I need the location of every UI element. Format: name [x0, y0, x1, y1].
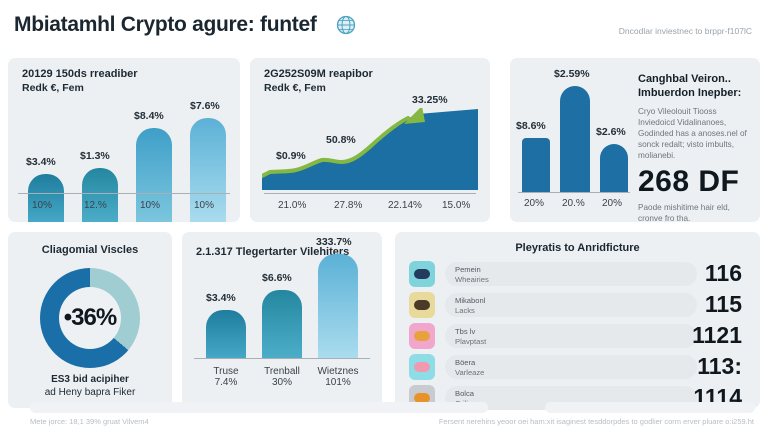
- bar: [28, 174, 64, 222]
- bar-value: $3.4%: [206, 292, 236, 304]
- veiron-heading-line1: Canghbal Veiron..: [638, 73, 731, 85]
- arrow-up-icon: [404, 108, 425, 124]
- page-title-part1: Mbiatamhl: [14, 13, 116, 36]
- decorative-bar: [30, 402, 488, 413]
- footer-note-right: Fersent nerehins yeoor oei ham:xit isagi…: [438, 417, 754, 426]
- globe-icon: [336, 15, 356, 35]
- donut-center-value: •36%: [63, 304, 117, 331]
- x-tick: 22.14%: [388, 200, 422, 211]
- list-item-label: Pemein Wheairies: [445, 262, 697, 286]
- panel-veiron: $8.6% $2.59% $2.6% 20% 20.% 20% Canghbal…: [510, 58, 760, 223]
- bar: [206, 310, 246, 358]
- tlegertarter-chart: $3.4% $6.6% 333.7% Truse 7.4% Trenball 30%…: [182, 232, 382, 408]
- list-item-label: Böera Varleaze: [445, 355, 697, 379]
- list-item-value: 113:: [697, 353, 742, 379]
- x-axis: [518, 192, 630, 193]
- panel-readiber-subtitle: Redk €, Fem: [22, 81, 84, 94]
- bar-value: $2.59%: [554, 68, 590, 80]
- veiron-heading-line2: Imbuerdon Inepber:: [638, 87, 742, 100]
- veiron-big-stat: 268 DF: [638, 164, 740, 198]
- bar: [136, 128, 172, 222]
- point-label-start: $0.9%: [276, 150, 306, 162]
- list-item-label: Mikabonl Lacks: [445, 293, 697, 317]
- x-tick: Truse 7.4%: [213, 366, 239, 388]
- panel-tlegertarter: 2.1.317 Tlegertarter Vilehiters $3.4% $6…: [182, 232, 382, 408]
- x-axis: [194, 358, 370, 359]
- x-tick: 20%: [524, 198, 545, 209]
- x-tick: 10%: [140, 200, 161, 211]
- list-item-value: 1121: [692, 322, 742, 348]
- veiron-chart: $8.6% $2.59% $2.6% 20% 20.% 20%: [510, 58, 630, 222]
- donut-footnote-line1: ES3 bid acipiher: [51, 374, 129, 385]
- footer-note-left: Mete jorce: 18,1 39% gruat Vilvem4: [30, 417, 149, 426]
- readiber-chart: $3.4% $1.3% $8.4% $7.6%: [8, 58, 240, 222]
- list-item-label: Tbs lv Plavptast: [445, 324, 697, 348]
- bar-value: $2.6%: [596, 126, 626, 138]
- x-tick: 20%: [602, 198, 623, 209]
- page-title: Mbiatamhl Crypto agure: funtef: [14, 13, 317, 37]
- header-note: Dncodlar inviestnec to brppr-f107lC: [618, 26, 752, 36]
- app-icon: [409, 261, 435, 287]
- x-tick: Trenball 30%: [264, 366, 300, 388]
- bar: [190, 118, 226, 222]
- x-tick: 15.0%: [442, 200, 471, 211]
- x-axis: [264, 193, 476, 194]
- list-item: Tbs lv Plavptast 1121: [409, 322, 746, 350]
- veiron-caption: Paode mishitime hair eld, cronve fro tha…: [638, 202, 730, 223]
- point-label-mid: 50.8%: [326, 134, 356, 146]
- app-icon: [409, 323, 435, 349]
- panel-reapibor: 2G252S09M reapibor Redk €, Fem $0.9% 50.…: [250, 58, 490, 222]
- panel-donut: Cliagomial Viscles •36% ES3 bid acipiher…: [8, 232, 172, 408]
- app-icon: [409, 292, 435, 318]
- page-title-part2: Crypto: [120, 13, 187, 36]
- trend-line: [262, 116, 410, 178]
- point-label-end: 33.25%: [412, 94, 448, 106]
- panel-tlegertarter-title: 2.1.317 Tlegertarter Vilehiters: [196, 246, 350, 258]
- bar-value: $6.6%: [262, 272, 292, 284]
- x-tick: 20.%: [562, 198, 585, 209]
- x-tick: Wietznes 101%: [317, 366, 359, 388]
- area-fill: [262, 109, 478, 190]
- bar: [82, 168, 118, 222]
- page-title-part3: agure: funtef: [192, 13, 317, 36]
- list-item: Mikabonl Lacks 115: [409, 291, 746, 319]
- app-icon: [409, 354, 435, 380]
- bar-value: $8.6%: [516, 120, 546, 132]
- x-tick: 21.0%: [278, 200, 307, 211]
- bar-value: 333.7%: [316, 236, 352, 248]
- bar-value: $3.4%: [26, 156, 56, 168]
- panel-donut-title: Cliagomial Viscles: [41, 244, 139, 256]
- list-item-value: 116: [704, 260, 742, 286]
- bar: [560, 86, 590, 192]
- donut-hole: •36%: [59, 287, 121, 349]
- bar: [600, 144, 628, 192]
- x-tick: 10%: [194, 200, 215, 211]
- donut-footnote-line2: ad Heny bapra Fiker: [44, 387, 136, 398]
- list-item: Böera Varleaze 113:: [409, 353, 746, 381]
- bar-value: $1.3%: [80, 150, 110, 162]
- panel-pleyratis-title: Pleyratis to Anridficture: [515, 242, 640, 254]
- panel-readiber: 20129 150ds rreadiber Redk €, Fem $3.4% …: [8, 58, 240, 222]
- panel-readiber-title: 20129 150ds rreadiber: [22, 68, 138, 80]
- panel-reapibor-title: 2G252S09M reapibor: [264, 68, 373, 80]
- panel-pleyratis: Pleyratis to Anridficture Pemein Wheairi…: [395, 232, 760, 411]
- list-item: Pemein Wheairies 116: [409, 260, 746, 288]
- donut-chart: •36%: [40, 268, 140, 368]
- x-tick: 10%: [32, 200, 53, 211]
- bar-value: $7.6%: [190, 100, 220, 112]
- x-axis: [18, 193, 230, 194]
- panel-reapibor-subtitle: Redk €, Fem: [264, 81, 326, 94]
- veiron-body-text: Cryo Vileolouit Tiooss Inviedoicd Vidali…: [638, 106, 747, 160]
- x-tick: 27.8%: [334, 200, 363, 211]
- list-item-value: 115: [704, 291, 742, 317]
- reapibor-area-chart: [262, 108, 478, 190]
- decorative-bar: [545, 402, 755, 413]
- bar-value: $8.4%: [134, 110, 164, 122]
- bar: [262, 290, 302, 358]
- x-tick: 12.%: [84, 200, 107, 211]
- bar: [318, 254, 358, 358]
- bar: [522, 138, 550, 192]
